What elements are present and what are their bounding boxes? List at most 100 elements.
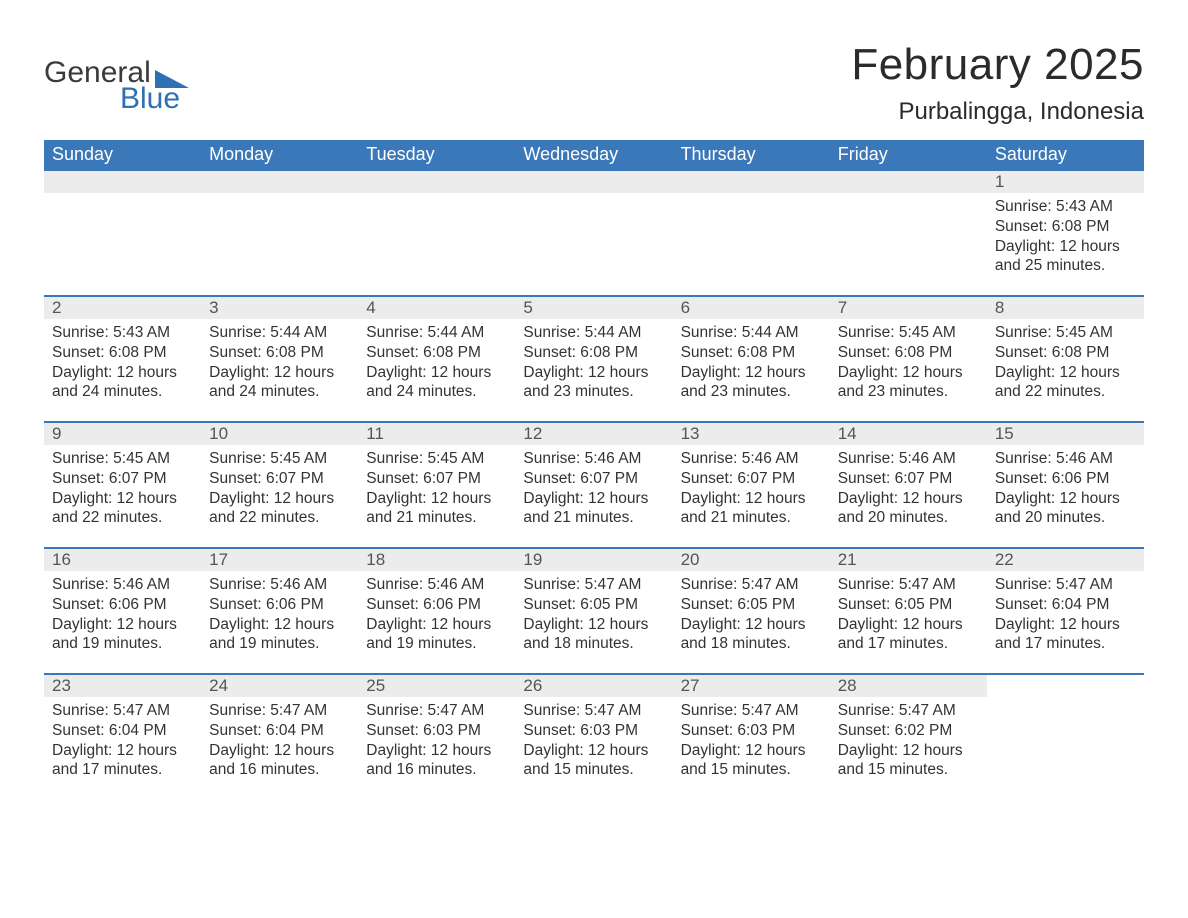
daynum-band: 20 bbox=[673, 549, 830, 571]
daylight-text: Daylight: 12 hours and 24 minutes. bbox=[52, 363, 193, 403]
daynum-band bbox=[44, 171, 201, 193]
day-body: Sunrise: 5:47 AMSunset: 6:02 PMDaylight:… bbox=[830, 697, 987, 780]
sunset-text: Sunset: 6:08 PM bbox=[366, 343, 507, 363]
day-body: Sunrise: 5:44 AMSunset: 6:08 PMDaylight:… bbox=[515, 319, 672, 402]
weekday-header: Saturday bbox=[987, 140, 1144, 171]
day-number: 22 bbox=[987, 550, 1014, 570]
day-number: 20 bbox=[673, 550, 700, 570]
daynum-band: 19 bbox=[515, 549, 672, 571]
day-number: 19 bbox=[515, 550, 542, 570]
weeks-container: 1 Sunrise: 5:43 AMSunset: 6:08 PMDaylight… bbox=[44, 171, 1144, 799]
day-cell bbox=[201, 171, 358, 295]
title-block: February 2025 Purbalingga, Indonesia bbox=[851, 40, 1144, 126]
sunset-text: Sunset: 6:05 PM bbox=[838, 595, 979, 615]
day-cell: 21Sunrise: 5:47 AMSunset: 6:05 PMDayligh… bbox=[830, 549, 987, 673]
calendar: Sunday Monday Tuesday Wednesday Thursday… bbox=[44, 140, 1144, 799]
daynum-band: 18 bbox=[358, 549, 515, 571]
daynum-band bbox=[673, 171, 830, 193]
daylight-text: Daylight: 12 hours and 20 minutes. bbox=[838, 489, 979, 529]
daylight-text: Daylight: 12 hours and 25 minutes. bbox=[995, 237, 1136, 277]
daynum-band: 10 bbox=[201, 423, 358, 445]
daylight-text: Daylight: 12 hours and 17 minutes. bbox=[52, 741, 193, 781]
sunrise-text: Sunrise: 5:44 AM bbox=[209, 323, 350, 343]
logo-word-blue: Blue bbox=[44, 84, 189, 114]
sunset-text: Sunset: 6:08 PM bbox=[995, 343, 1136, 363]
sunrise-text: Sunrise: 5:46 AM bbox=[995, 449, 1136, 469]
day-number: 26 bbox=[515, 676, 542, 696]
daylight-text: Daylight: 12 hours and 22 minutes. bbox=[995, 363, 1136, 403]
daylight-text: Daylight: 12 hours and 24 minutes. bbox=[366, 363, 507, 403]
month-title: February 2025 bbox=[851, 40, 1144, 90]
day-cell: 23Sunrise: 5:47 AMSunset: 6:04 PMDayligh… bbox=[44, 675, 201, 799]
sunrise-text: Sunrise: 5:47 AM bbox=[681, 701, 822, 721]
week-row: 2Sunrise: 5:43 AMSunset: 6:08 PMDaylight… bbox=[44, 295, 1144, 421]
daynum-band: 4 bbox=[358, 297, 515, 319]
location-label: Purbalingga, Indonesia bbox=[851, 98, 1144, 126]
daylight-text: Daylight: 12 hours and 17 minutes. bbox=[838, 615, 979, 655]
day-number: 1 bbox=[987, 172, 1004, 192]
sunset-text: Sunset: 6:07 PM bbox=[681, 469, 822, 489]
sunrise-text: Sunrise: 5:47 AM bbox=[838, 575, 979, 595]
header: General Blue February 2025 Purbalingga, … bbox=[44, 40, 1144, 126]
sunrise-text: Sunrise: 5:46 AM bbox=[838, 449, 979, 469]
day-body: Sunrise: 5:45 AMSunset: 6:07 PMDaylight:… bbox=[201, 445, 358, 528]
sunrise-text: Sunrise: 5:45 AM bbox=[995, 323, 1136, 343]
daylight-text: Daylight: 12 hours and 19 minutes. bbox=[52, 615, 193, 655]
sunset-text: Sunset: 6:07 PM bbox=[838, 469, 979, 489]
daylight-text: Daylight: 12 hours and 21 minutes. bbox=[523, 489, 664, 529]
day-cell: 7Sunrise: 5:45 AMSunset: 6:08 PMDaylight… bbox=[830, 297, 987, 421]
daynum-band: 16 bbox=[44, 549, 201, 571]
day-cell: 20Sunrise: 5:47 AMSunset: 6:05 PMDayligh… bbox=[673, 549, 830, 673]
sunrise-text: Sunrise: 5:47 AM bbox=[838, 701, 979, 721]
sunset-text: Sunset: 6:07 PM bbox=[209, 469, 350, 489]
day-body: Sunrise: 5:47 AMSunset: 6:04 PMDaylight:… bbox=[201, 697, 358, 780]
daynum-band: 12 bbox=[515, 423, 672, 445]
daynum-band bbox=[830, 171, 987, 193]
day-body: Sunrise: 5:43 AMSunset: 6:08 PMDaylight:… bbox=[44, 319, 201, 402]
day-body: Sunrise: 5:45 AMSunset: 6:08 PMDaylight:… bbox=[830, 319, 987, 402]
daylight-text: Daylight: 12 hours and 19 minutes. bbox=[209, 615, 350, 655]
sunset-text: Sunset: 6:06 PM bbox=[366, 595, 507, 615]
week-row: 1Sunrise: 5:43 AMSunset: 6:08 PMDaylight… bbox=[44, 171, 1144, 295]
day-cell: 15Sunrise: 5:46 AMSunset: 6:06 PMDayligh… bbox=[987, 423, 1144, 547]
day-cell bbox=[358, 171, 515, 295]
sunset-text: Sunset: 6:05 PM bbox=[523, 595, 664, 615]
daynum-band: 25 bbox=[358, 675, 515, 697]
day-body: Sunrise: 5:46 AMSunset: 6:06 PMDaylight:… bbox=[358, 571, 515, 654]
daynum-band: 5 bbox=[515, 297, 672, 319]
daylight-text: Daylight: 12 hours and 16 minutes. bbox=[366, 741, 507, 781]
day-number: 7 bbox=[830, 298, 847, 318]
day-body: Sunrise: 5:44 AMSunset: 6:08 PMDaylight:… bbox=[673, 319, 830, 402]
sunrise-text: Sunrise: 5:44 AM bbox=[523, 323, 664, 343]
sunrise-text: Sunrise: 5:47 AM bbox=[523, 575, 664, 595]
week-row: 23Sunrise: 5:47 AMSunset: 6:04 PMDayligh… bbox=[44, 673, 1144, 799]
day-body: Sunrise: 5:45 AMSunset: 6:07 PMDaylight:… bbox=[358, 445, 515, 528]
weekday-header: Sunday bbox=[44, 140, 201, 171]
daylight-text: Daylight: 12 hours and 18 minutes. bbox=[681, 615, 822, 655]
daylight-text: Daylight: 12 hours and 23 minutes. bbox=[838, 363, 979, 403]
sunrise-text: Sunrise: 5:47 AM bbox=[209, 701, 350, 721]
sunrise-text: Sunrise: 5:44 AM bbox=[681, 323, 822, 343]
day-cell: 2Sunrise: 5:43 AMSunset: 6:08 PMDaylight… bbox=[44, 297, 201, 421]
day-number: 9 bbox=[44, 424, 61, 444]
daynum-band: 3 bbox=[201, 297, 358, 319]
day-body: Sunrise: 5:47 AMSunset: 6:05 PMDaylight:… bbox=[673, 571, 830, 654]
daylight-text: Daylight: 12 hours and 15 minutes. bbox=[681, 741, 822, 781]
sunset-text: Sunset: 6:08 PM bbox=[681, 343, 822, 363]
sunset-text: Sunset: 6:07 PM bbox=[366, 469, 507, 489]
day-cell: 16Sunrise: 5:46 AMSunset: 6:06 PMDayligh… bbox=[44, 549, 201, 673]
day-cell bbox=[515, 171, 672, 295]
day-number: 5 bbox=[515, 298, 532, 318]
day-cell: 11Sunrise: 5:45 AMSunset: 6:07 PMDayligh… bbox=[358, 423, 515, 547]
daynum-band bbox=[987, 675, 1144, 697]
day-number: 16 bbox=[44, 550, 71, 570]
day-number: 27 bbox=[673, 676, 700, 696]
daynum-band: 6 bbox=[673, 297, 830, 319]
day-cell bbox=[44, 171, 201, 295]
sunset-text: Sunset: 6:08 PM bbox=[209, 343, 350, 363]
day-number: 24 bbox=[201, 676, 228, 696]
day-cell: 1Sunrise: 5:43 AMSunset: 6:08 PMDaylight… bbox=[987, 171, 1144, 295]
day-number: 18 bbox=[358, 550, 385, 570]
sunrise-text: Sunrise: 5:44 AM bbox=[366, 323, 507, 343]
day-number: 2 bbox=[44, 298, 61, 318]
